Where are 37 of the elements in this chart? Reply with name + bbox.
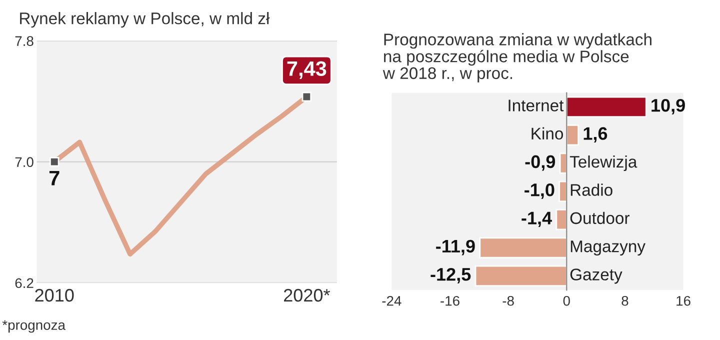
x-tick-label: -16 (440, 296, 460, 306)
text: *prognoza (2, 320, 66, 333)
y-tick-label: Internet (508, 100, 564, 112)
bar (474, 265, 568, 286)
y-tick-label: Radio (570, 184, 612, 196)
bar (558, 180, 568, 202)
data-label: 7 (49, 170, 60, 186)
bar (566, 96, 647, 118)
y-tick-label: Gazety (570, 268, 622, 284)
bar (479, 237, 568, 258)
bar (559, 152, 568, 174)
y-tick-label: 6.2 (15, 278, 34, 288)
data-label: -12,5 (430, 268, 471, 284)
data-label: -1,4 (522, 212, 552, 228)
data-label: -1,0 (524, 183, 554, 199)
y-tick-label: Kino (532, 127, 564, 140)
x-tick-label: 0 (563, 296, 570, 306)
x-tick-label: 2020* (284, 288, 330, 302)
data-label: 10,9 (652, 98, 685, 114)
y-tick-label: Telewizja (570, 155, 638, 172)
x-tick-label: -24 (382, 296, 402, 306)
bar (556, 209, 568, 230)
y-tick-label: Magazyny (570, 240, 646, 256)
data-label: 7,43 (287, 61, 326, 80)
data-label: -11,9 (436, 240, 475, 256)
x-tick-label: 8 (622, 296, 628, 306)
x-tick-label: 2010 (35, 288, 74, 302)
data-label: 1,6 (584, 127, 608, 143)
chart-title: Rynek reklamy w Polsce, w mld zł (20, 12, 270, 28)
bar (566, 124, 579, 146)
chart-title: Prognozowana zmiana w wydatkach na poszczególne media w Polsce w 2018 r., w proc. (382, 33, 652, 82)
y-tick-label: 7.8 (15, 36, 34, 46)
y-tick-label: Outdoor (570, 212, 630, 224)
x-tick-label: 16 (676, 296, 690, 306)
y-tick-label: 7.0 (15, 157, 34, 168)
data-label: -0,9 (525, 155, 556, 171)
x-tick-label: -8 (502, 296, 514, 306)
